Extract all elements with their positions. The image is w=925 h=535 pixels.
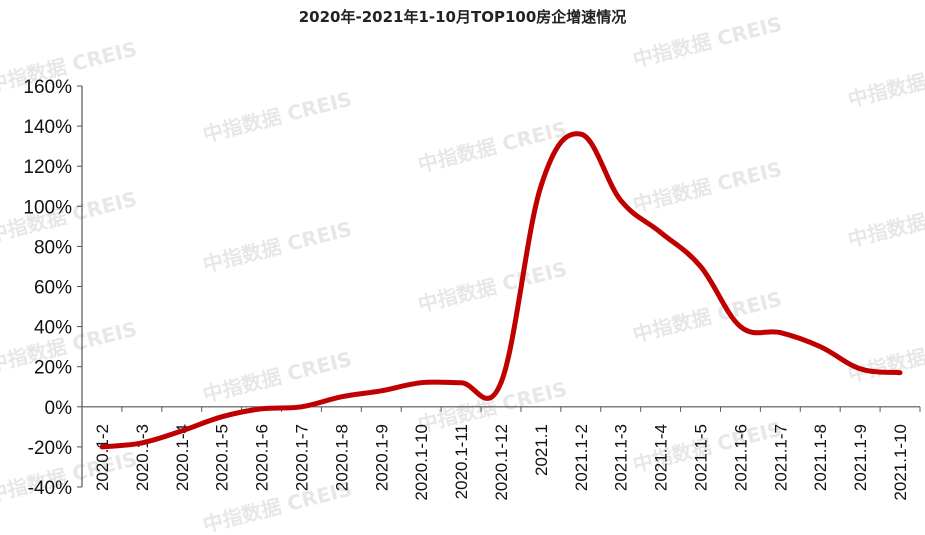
watermark-text: 中指数据 CREIS: [845, 192, 925, 252]
x-tick-label: 2020.1-7: [292, 424, 311, 491]
y-axis-ticks: -40% -20% 0% 20% 40% 60% 80% 100% 120% 140% 160%: [23, 77, 82, 499]
y-tick-label: 100%: [23, 197, 72, 218]
y-tick-label: 160%: [23, 77, 72, 98]
x-tick-label: 2020.1-8: [332, 424, 351, 491]
watermark-text: 中指数据 CREIS: [845, 327, 925, 387]
watermark-text: 中指数据 CREIS: [200, 217, 354, 277]
x-tick-label: 2020.1-11: [452, 424, 471, 499]
watermark-text: 中指数据 CREIS: [630, 157, 784, 217]
y-tick-label: 80%: [34, 237, 72, 258]
watermark-text: 中指数据 CREIS: [415, 257, 569, 317]
y-tick-label: -40%: [28, 478, 72, 499]
series-line: [99, 131, 903, 450]
x-tick-label: 2020.1-4: [173, 424, 192, 491]
y-tick-label: 120%: [23, 157, 72, 178]
x-tick-label: 2020.1-2: [93, 424, 112, 491]
x-tick-label: 2020.1-10: [412, 424, 431, 501]
x-tick-label: 2021.1-4: [652, 424, 671, 491]
x-tick-label: 2021.1-6: [731, 424, 750, 491]
x-tick-label: 2020.1-12: [492, 424, 511, 501]
x-tick-label: 2021.1-10: [891, 424, 910, 501]
series-layer: [99, 131, 903, 450]
x-tick-label: 2020.1-5: [213, 424, 232, 491]
x-tick-label: 2021.1-8: [811, 424, 830, 491]
x-tick-label: 2021.1-7: [771, 424, 790, 491]
y-tick-label: 140%: [23, 117, 72, 138]
chart-title: 2020年-2021年1-10月TOP100房企增速情况: [298, 8, 627, 26]
x-tick-label: 2021.1: [532, 424, 551, 476]
x-tick-label: 2021.1-5: [692, 424, 711, 491]
watermark-text: 中指数据 CREIS: [630, 287, 784, 347]
y-tick-label: 60%: [34, 278, 72, 299]
x-tick-label: 2020.1-9: [372, 424, 391, 491]
x-tick-label: 2020.1-6: [253, 424, 272, 491]
x-tick-label: 2020.1-3: [133, 424, 152, 491]
x-tick-label: 2021.1-3: [612, 424, 631, 491]
x-axis-ticks: 2020.1-2 2020.1-3 2020.1-4 2020.1-5 2020.1-6…: [81, 406, 921, 501]
x-tick-label: 2021.1-2: [572, 424, 591, 491]
y-tick-label: 40%: [34, 318, 72, 339]
y-tick-label: 20%: [34, 358, 72, 379]
watermark-text: 中指数据 CREIS: [845, 52, 925, 112]
watermark-text: 中指数据 CREIS: [200, 87, 354, 147]
y-tick-label: 0%: [45, 398, 73, 419]
y-tick-label: -20%: [28, 438, 72, 459]
watermark-text: 中指数据 CREIS: [630, 12, 784, 72]
x-tick-label: 2021.1-9: [851, 424, 870, 491]
